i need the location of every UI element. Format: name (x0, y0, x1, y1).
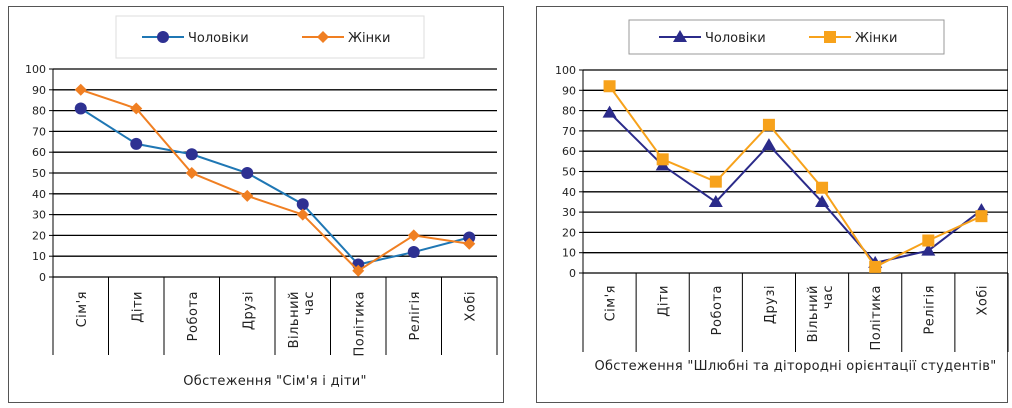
data-point-1 (296, 208, 309, 221)
data-point-0 (74, 102, 87, 115)
data-point-1 (656, 153, 669, 166)
x-tick-label: Політика (352, 291, 367, 357)
y-tick-label: 100 (555, 64, 576, 77)
line-chart-family-children: Чоловіки Жінки 0 10 20 30 40 50 60 70 80 90 100 Сім'я… (25, 15, 498, 389)
data-point-1 (130, 102, 143, 115)
legend-marker-1 (824, 31, 836, 43)
data-point-0 (708, 194, 723, 207)
data-point-0 (241, 167, 254, 179)
x-tick-label: Вільний (806, 285, 821, 342)
data-point-1 (762, 118, 775, 131)
y-tick-label: 80 (32, 105, 46, 118)
y-tick-label: 100 (25, 63, 46, 76)
y-tick-label: 90 (32, 84, 46, 97)
y-tick-label: 50 (562, 166, 576, 179)
data-point-0 (602, 105, 617, 118)
data-point-1 (185, 167, 198, 179)
y-tick-label: 20 (562, 226, 576, 239)
data-point-1 (869, 260, 882, 273)
x-tick-label: Діти (130, 291, 145, 323)
y-tick-label: 60 (32, 146, 46, 159)
y-tick-label: 20 (32, 229, 46, 242)
x-tick-label: Робота (710, 285, 725, 335)
legend-label-1: Жінки (348, 31, 390, 46)
legend-marker-1 (317, 31, 329, 43)
x-tick-label: Робота (186, 291, 201, 341)
x-tick-label: Друзі (763, 285, 778, 324)
y-tick-label: 90 (562, 84, 576, 97)
data-point-0 (130, 137, 143, 150)
data-point-0 (761, 138, 776, 151)
x-axis-title: Обстеження "Шлюбні та дітородні орієнтац… (594, 359, 996, 374)
x-tick-label: Релігія (922, 285, 937, 335)
x-tick-label: Хобі (975, 285, 990, 316)
legend-label-0: Чоловіки (188, 31, 249, 46)
series-line-1 (608, 85, 982, 269)
data-point-1 (407, 229, 420, 242)
data-point-1 (709, 175, 722, 188)
y-tick-label: 70 (32, 125, 46, 138)
x-tick-label: Політика (869, 285, 884, 351)
y-tick-label: 30 (32, 209, 46, 222)
data-point-0 (185, 148, 198, 161)
data-point-0 (296, 198, 309, 211)
y-tick-label: 50 (32, 167, 46, 180)
legend-label-1: Жінки (855, 31, 897, 46)
data-point-1 (74, 83, 87, 96)
data-point-1 (816, 181, 829, 194)
data-point-1 (922, 234, 935, 247)
data-point-0 (407, 246, 420, 259)
chart-panel-student-orientations: Чоловіки Жінки 0 10 20 30 40 50 60 70 80 90 100 Сім'я… (536, 6, 1009, 403)
x-tick-label: час (302, 291, 317, 315)
y-tick-label: 10 (562, 247, 576, 260)
x-tick-label: час (821, 285, 836, 309)
series-line-0 (608, 111, 983, 264)
data-point-1 (463, 237, 476, 250)
series-line-1 (80, 88, 470, 273)
x-tick-label: Діти (657, 285, 672, 317)
series-line-0 (80, 107, 470, 266)
y-tick-label: 30 (562, 206, 576, 219)
chart-panel-family-children: Чоловіки Жінки 0 10 20 30 40 50 60 70 80 90 100 Сім'я… (8, 6, 504, 403)
legend-marker-0 (157, 31, 169, 43)
legend-marker-0 (673, 30, 687, 42)
data-point-1 (352, 264, 365, 277)
y-tick-label: 40 (562, 186, 576, 199)
y-tick-label: 10 (32, 250, 46, 263)
data-point-0 (463, 231, 476, 244)
y-tick-label: 0 (569, 267, 576, 280)
y-tick-label: 60 (562, 145, 576, 158)
y-tick-label: 40 (32, 188, 46, 201)
legend-label-0: Чоловіки (705, 31, 766, 46)
data-point-0 (815, 194, 830, 207)
y-tick-label: 80 (562, 105, 576, 118)
data-point-1 (241, 189, 254, 202)
data-point-1 (603, 80, 616, 93)
y-tick-label: 0 (39, 271, 46, 284)
x-axis-title: Обстеження "Сім'я і діти" (183, 374, 366, 389)
data-point-0 (921, 243, 936, 256)
x-tick-label: Друзі (241, 291, 256, 330)
y-tick-label: 70 (562, 125, 576, 138)
data-point-1 (975, 210, 988, 223)
x-tick-label: Хобі (463, 291, 478, 322)
x-tick-label: Релігія (408, 291, 423, 341)
line-chart-student-orientations: Чоловіки Жінки 0 10 20 30 40 50 60 70 80 90 100 Сім'я… (555, 19, 1009, 374)
x-tick-label: Сім'я (75, 291, 90, 327)
x-tick-label: Вільний (287, 291, 302, 348)
x-tick-label: Сім'я (604, 285, 619, 321)
